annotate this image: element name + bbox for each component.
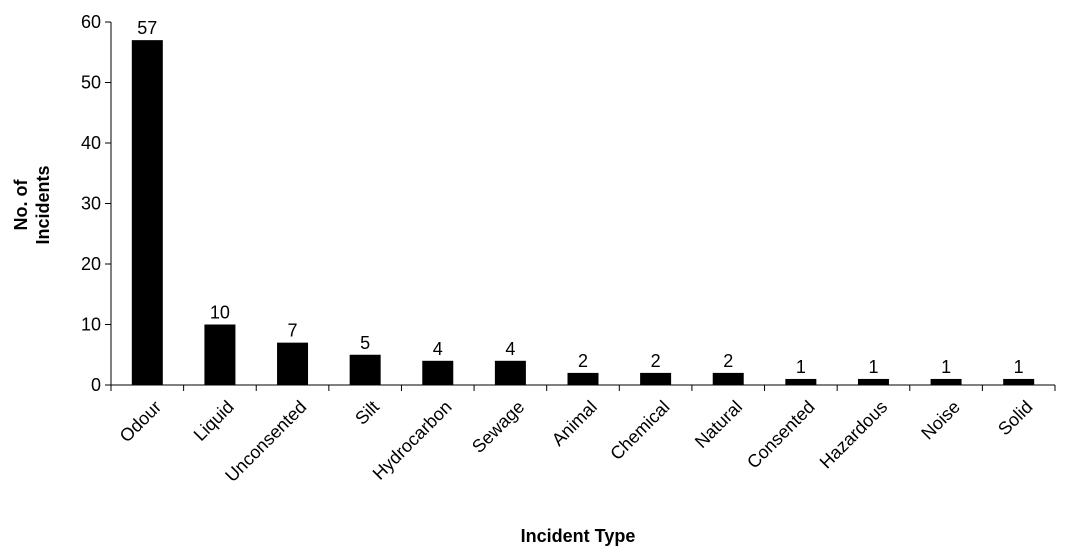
data-label: 4 bbox=[433, 339, 443, 359]
x-category-label: Hazardous bbox=[816, 397, 892, 473]
data-label: 2 bbox=[578, 351, 588, 371]
bar bbox=[422, 360, 454, 385]
x-category-label: Sewage bbox=[468, 397, 528, 457]
data-label: 1 bbox=[941, 357, 951, 377]
x-category-label: Odour bbox=[116, 397, 166, 447]
bar bbox=[640, 372, 672, 385]
x-axis-title: Incident Type bbox=[521, 526, 636, 546]
y-tick-label: 20 bbox=[81, 254, 101, 274]
bars bbox=[131, 40, 1035, 386]
y-axis-title-line-1: No. of bbox=[11, 179, 31, 231]
x-category-label: Silt bbox=[351, 397, 383, 429]
bar bbox=[349, 354, 381, 385]
y-axis-ticks: 0 10 20 30 40 50 60 bbox=[81, 12, 1056, 395]
x-category-label: Animal bbox=[548, 397, 601, 450]
y-tick-label: 60 bbox=[81, 12, 101, 32]
bar bbox=[857, 378, 889, 385]
bar bbox=[785, 378, 817, 385]
x-category-label: Noise bbox=[917, 397, 964, 444]
data-label: 2 bbox=[651, 351, 661, 371]
x-category-label: Natural bbox=[691, 397, 746, 452]
data-label: 4 bbox=[505, 339, 515, 359]
y-tick-label: 30 bbox=[81, 194, 101, 214]
data-label: 10 bbox=[210, 303, 230, 323]
bar bbox=[1003, 378, 1035, 385]
bar bbox=[204, 324, 236, 385]
data-label: 1 bbox=[868, 357, 878, 377]
y-tick-label: 50 bbox=[81, 73, 101, 93]
y-tick-label: 0 bbox=[91, 375, 101, 395]
data-label: 2 bbox=[723, 351, 733, 371]
data-label: 57 bbox=[137, 18, 157, 38]
bar bbox=[131, 40, 163, 386]
x-category-label: Consented bbox=[743, 397, 819, 473]
bar bbox=[277, 342, 309, 385]
y-tick-label: 10 bbox=[81, 315, 101, 335]
data-labels: 57 10 7 5 4 4 2 2 2 1 1 1 1 bbox=[137, 18, 1023, 377]
bar bbox=[930, 378, 962, 385]
y-axis-title-line-2: Incidents bbox=[33, 165, 53, 244]
x-category-label: Chemical bbox=[606, 397, 673, 464]
data-label: 1 bbox=[1014, 357, 1024, 377]
data-label: 5 bbox=[360, 333, 370, 353]
y-tick-label: 40 bbox=[81, 133, 101, 153]
bar bbox=[494, 360, 526, 385]
data-label: 1 bbox=[796, 357, 806, 377]
x-category-label: Liquid bbox=[190, 397, 238, 445]
data-label: 7 bbox=[288, 321, 298, 341]
bar bbox=[567, 372, 599, 385]
x-category-label: Solid bbox=[994, 397, 1036, 439]
bar bbox=[712, 372, 744, 385]
